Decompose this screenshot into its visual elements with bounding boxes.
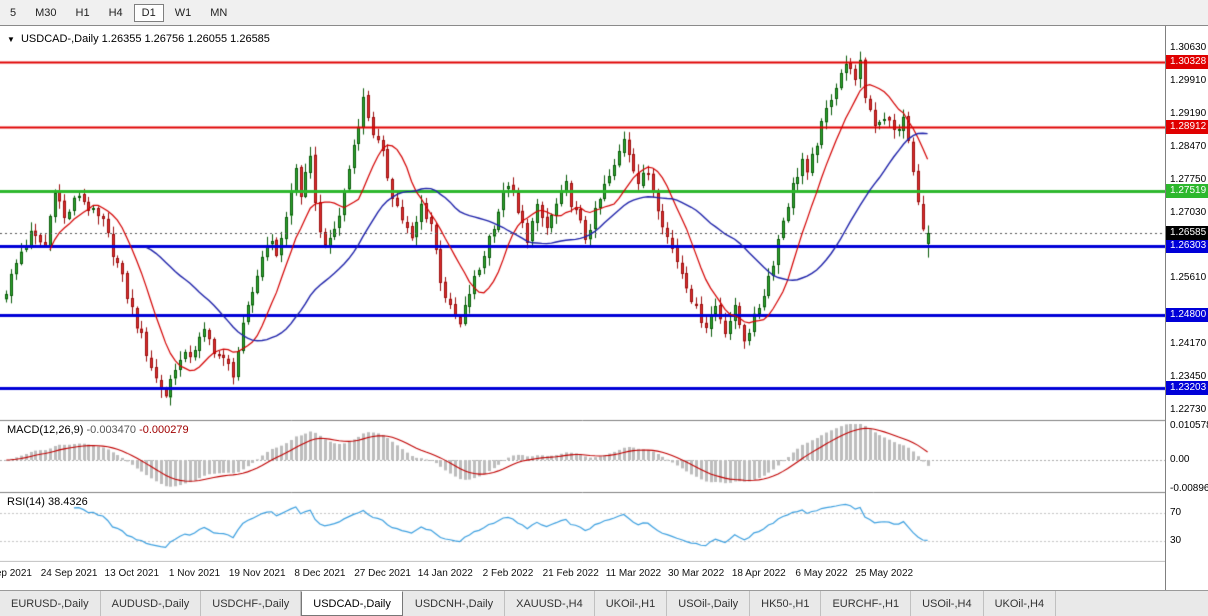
macd-axis-label: 0.010578 [1170,420,1208,431]
price-axis-label: 1.28470 [1170,140,1207,152]
symbol-tab-bar: EURUSD-,Daily AUDUSD-,Daily USDCHF-,Daily U… [0,590,1208,616]
tab-hk50-h1[interactable]: HK50-,H1 [750,591,822,616]
rsi-axis-label: 70 [1170,507,1182,518]
date-axis-label: 24 Sep 2021 [40,568,98,579]
date-axis-label: 14 Jan 2022 [417,568,473,579]
ohlc-close: 1.26585 [230,33,270,45]
tab-usdcad-daily[interactable]: USDCAD-,Daily [301,591,403,616]
price-axis-label: 1.27030 [1170,206,1207,218]
date-axis-label: 18 Apr 2022 [731,568,786,579]
timeframe-m30[interactable]: M30 [27,4,64,22]
timeframe-h1[interactable]: H1 [68,4,98,22]
chart-dropdown-icon[interactable]: ▼ [7,35,15,44]
date-axis-label: 30 Mar 2022 [668,568,725,579]
macd-indicator-label: MACD(12,26,9) -0.003470 -0.000279 [7,424,189,436]
macd-main-value: -0.003470 [86,424,137,436]
price-axis-label: 1.22730 [1170,403,1207,415]
date-axis-label: 19 Nov 2021 [228,568,286,579]
macd-signal-value: -0.000279 [139,424,189,436]
timeframe-5[interactable]: 5 [2,4,24,22]
tab-usdchf-daily[interactable]: USDCHF-,Daily [201,591,302,616]
tab-usdcnh-daily[interactable]: USDCNH-,Daily [404,591,506,616]
price-chart-canvas[interactable] [0,26,1165,562]
price-axis-label: 1.27750 [1170,173,1207,185]
timeframe-h4[interactable]: H4 [101,4,131,22]
date-axis-label: 27 Dec 2021 [354,568,411,579]
ohlc-open: 1.26355 [101,33,142,45]
tab-usoil-h4[interactable]: USOil-,H4 [911,591,984,616]
level-price-badge: 1.30328 [1166,54,1208,69]
date-axis-label: 11 Mar 2022 [605,568,662,579]
rsi-name: RSI(14) [7,496,45,508]
date-axis-label: 8 Dec 2021 [294,568,346,579]
tab-xauusd-h4[interactable]: XAUUSD-,H4 [505,591,595,616]
level-price-badge: 1.23203 [1166,381,1208,396]
date-axis-label: 2 Feb 2022 [482,568,534,579]
tab-eurchf-h1[interactable]: EURCHF-,H1 [821,591,912,616]
symbol-period-label: USDCAD-,Daily [20,33,99,45]
current-price-badge: 1.26585 [1166,226,1208,241]
level-price-badge: 1.27519 [1166,183,1208,198]
date-axis-label: 1 Nov 2021 [168,568,221,579]
timeframe-w1[interactable]: W1 [167,4,200,22]
macd-axis-label: -0.00896 [1170,482,1208,494]
ohlc-low: 1.26055 [187,33,228,45]
price-axis-label: 1.30630 [1170,41,1207,53]
rsi-indicator-label: RSI(14) 38.4326 [7,496,88,508]
macd-axis-label: 0.00 [1170,454,1190,465]
tab-audusd-daily[interactable]: AUDUSD-,Daily [101,591,202,616]
tab-usoil-daily[interactable]: USOil-,Daily [667,591,751,616]
tab-ukoil-h1[interactable]: UKOil-,H1 [595,591,668,616]
price-axis-label: 1.25610 [1170,271,1207,283]
level-price-badge: 1.28912 [1166,119,1208,134]
chart-title: ▼ USDCAD-,Daily 1.26355 1.26756 1.26055 … [7,33,270,45]
timeframe-d1[interactable]: D1 [133,3,164,22]
date-axis-label: 25 May 2022 [855,568,914,579]
tab-ukoil-h4[interactable]: UKOil-,H4 [984,591,1057,616]
timeframe-mn[interactable]: MN [202,4,235,22]
level-price-badge: 1.26303 [1166,239,1208,254]
level-price-badge: 1.24800 [1166,308,1208,323]
ohlc-high: 1.26756 [144,33,185,45]
date-axis-label: 21 Feb 2022 [542,568,599,579]
timeframe-toolbar: 5 M30 H1 H4 D1 W1 MN [0,0,1208,26]
rsi-value: 38.4326 [47,496,88,508]
axis-corner [1165,562,1208,590]
tab-eurusd-daily[interactable]: EURUSD-,Daily [0,591,101,616]
price-axis-label: 1.23450 [1170,370,1207,382]
macd-name: MACD(12,26,9) [7,424,84,436]
price-axis-label: 1.29910 [1170,74,1207,86]
price-axis-label: 1.24170 [1170,337,1207,349]
price-axis-label: 1.29190 [1170,107,1207,119]
date-axis-label: 6 Sep 2021 [0,568,32,579]
rsi-axis-label: 30 [1170,535,1182,546]
date-axis-label: 6 May 2022 [795,568,848,579]
date-axis[interactable]: 6 Sep 2021 24 Sep 2021 13 Oct 2021 1 Nov 20… [0,562,1165,590]
date-axis-label: 13 Oct 2021 [104,568,160,579]
price-axis[interactable]: 1.30630 1.29910 1.29190 1.28470 1.27750 1.270… [1165,26,1208,562]
